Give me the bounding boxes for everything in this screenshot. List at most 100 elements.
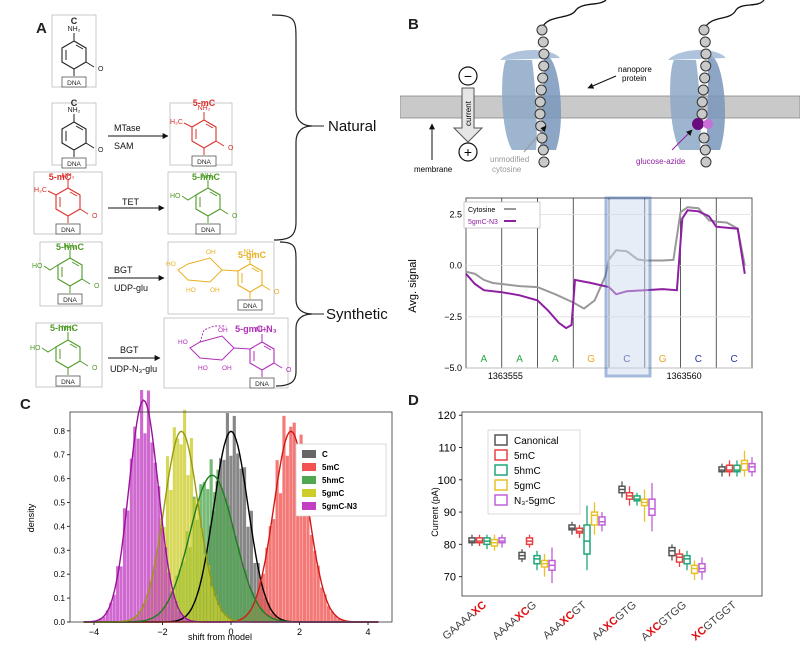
histogram-ytick-label: 0.8: [54, 427, 66, 436]
box-1-3: [625, 486, 634, 506]
boxplot-ytick-label: 110: [438, 443, 456, 455]
molecule-name-c1: C: [71, 16, 78, 26]
base-label: A: [481, 354, 488, 365]
highlighted-position-box: [604, 196, 652, 378]
histogram-xlabel: shift from model: [188, 632, 252, 642]
amine-group: NH₂: [64, 243, 77, 250]
box-0-4: [668, 544, 676, 561]
boxplot-legend-entry: Canonical: [514, 436, 558, 447]
hydroxyl-group: OH: [210, 287, 220, 294]
reaction-1-enzyme: MTase: [114, 123, 141, 133]
box-2-2: [583, 505, 591, 571]
boxplot-legend-entry: 5hmC: [514, 466, 541, 477]
base-label: C: [731, 354, 738, 365]
boxplot-category-label: AXCGTGG: [639, 599, 689, 644]
plus-symbol: +: [464, 144, 472, 160]
base-label: A: [552, 354, 559, 365]
boxplot-legend-entry: N₃-5gmC: [514, 496, 555, 507]
histogram-xtick-label: 0: [228, 627, 233, 637]
boxplot-ylabel: Current (pA): [430, 487, 440, 537]
histogram-xtick-label: 4: [366, 627, 371, 637]
box-2-4: [683, 550, 691, 571]
box-0-1: [518, 549, 526, 563]
glucose-ring: [177, 257, 223, 283]
nucleotide-bead: [698, 132, 710, 144]
hydroxyl-group: OH: [222, 365, 232, 372]
hydroxyl-group: HO: [186, 287, 196, 294]
signal-series-0: [465, 206, 746, 310]
amine-group: NH₂: [202, 173, 215, 180]
box-3-4: [690, 560, 699, 580]
dna-strand-left: [534, 24, 550, 168]
dna-label: DNA: [243, 303, 257, 310]
boxplot-ytick-label: 90: [444, 507, 456, 519]
carbonyl-oxygen: O: [274, 289, 280, 296]
hydroxyl-group: HO: [32, 263, 43, 270]
legend-swatch: [302, 463, 316, 471]
membrane-bar: [399, 95, 800, 119]
nucleotide-bead: [534, 96, 546, 108]
panel-b-label: B: [408, 16, 419, 33]
dna-label: DNA: [61, 379, 75, 386]
carbonyl-oxygen: O: [228, 145, 234, 152]
methyl-group: H₃C: [34, 187, 47, 194]
signal-xtick-label: 1363555: [488, 371, 523, 381]
dna-label: DNA: [201, 227, 215, 234]
nucleotide-bead: [699, 72, 711, 84]
minus-symbol: −: [464, 68, 472, 84]
nucleotide-bead: [699, 144, 711, 156]
panel-c-label: C: [20, 396, 31, 413]
nucleotide-bead: [537, 144, 549, 156]
nucleotide-bead: [700, 48, 712, 60]
boxplot-category-label: AAXCGTG: [590, 599, 639, 643]
legend-swatch: [494, 494, 508, 506]
histogram-ytick-label: 0.2: [54, 570, 66, 579]
box-1-2: [575, 524, 584, 538]
cytosine-label: cytosine: [492, 165, 522, 174]
histogram-legend-entry: 5gmC: [322, 489, 344, 498]
histogram-ytick-label: 0.1: [54, 594, 66, 603]
histogram-xtick-label: −4: [89, 627, 99, 637]
density-histogram-chart: −4 −2 0 2 4 0.0 0.1 0.2 0.3 0.4 0.5 0.6 0.7 0.8 C 5mC 5…: [26, 368, 393, 642]
glucose-azide-label: glucose-azide: [636, 157, 686, 166]
panel-d: D 70 80 90 100 110 120 GAAAAXC AAAAXCG AAAXCGT A…: [400, 390, 800, 661]
dna-box: [191, 155, 217, 167]
molecule-name-mc_right: 5-mC: [193, 98, 216, 108]
box-0-2: [568, 521, 576, 535]
molecule-structures: CNH₂ODNACNH₂ODNA5-mCNH₂ODNAH₃C5-mCNH₂ODN…: [30, 16, 292, 389]
legend-swatch: [494, 479, 508, 491]
reaction-1-cofactor: SAM: [114, 141, 134, 151]
signal-ytick-label: 0.0: [449, 261, 462, 271]
boxplot-category-label: XCGTGGT: [690, 599, 740, 643]
legend-swatch: [494, 464, 508, 476]
negative-electrode-icon: [458, 66, 478, 86]
carbonyl-oxygen: O: [232, 213, 238, 220]
amine-group: NH₂: [198, 105, 211, 112]
histogram-legend-entry: 5hmC: [322, 476, 344, 485]
legend-5gmc-n3: 5gmC-N3: [468, 219, 498, 226]
dna-label: DNA: [197, 159, 211, 166]
dna-label: DNA: [61, 227, 75, 234]
nucleotide-bead: [535, 84, 547, 96]
histogram-bars-4: [95, 368, 192, 622]
panel-a-label: A: [36, 20, 47, 37]
carbonyl-oxygen: O: [92, 213, 98, 220]
legend-swatch: [494, 434, 508, 446]
nucleotide-bead: [538, 48, 550, 60]
box-3-5: [740, 450, 749, 477]
hydroxyl-group: HO: [30, 345, 41, 352]
legend-cytosine: Cytosine: [468, 207, 495, 214]
histogram-xtick-label: −2: [157, 627, 167, 637]
amine-group: NH₂: [62, 173, 75, 180]
amine-group: NH₂: [68, 107, 81, 114]
signal-ytick-label: −5.0: [444, 363, 462, 373]
histogram-ylabel: density: [26, 503, 36, 532]
dna-label: DNA: [67, 161, 81, 168]
base-label: A: [516, 354, 523, 365]
nucleotide-bead: [699, 36, 711, 48]
boxplot-category-label: GAAAAXC: [440, 599, 489, 642]
base-label: C: [623, 354, 630, 365]
synthetic-group-label: Synthetic: [326, 306, 388, 323]
